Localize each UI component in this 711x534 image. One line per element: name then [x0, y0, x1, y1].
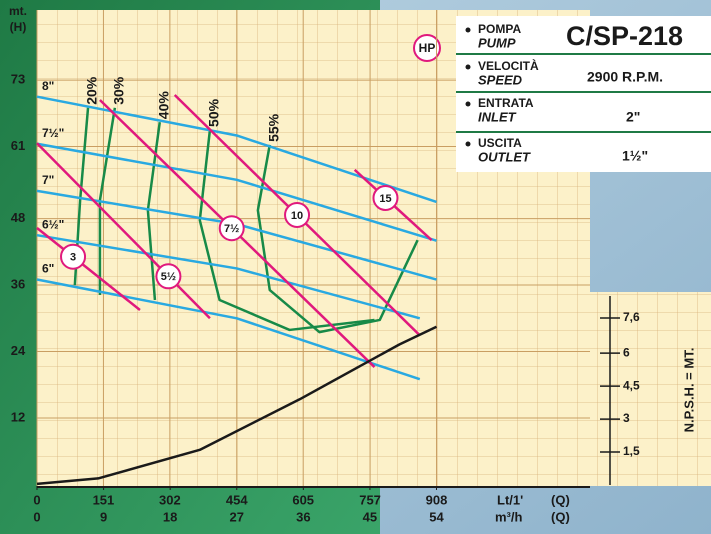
y-tick-label: 12 — [11, 409, 25, 424]
bullet — [465, 101, 471, 107]
hp-badge — [413, 34, 441, 62]
power-label: 3 — [70, 252, 76, 264]
spec-label-it: VELOCITÀ — [478, 58, 539, 73]
efficiency-label: 40% — [155, 91, 171, 120]
x2-tick-label: 18 — [163, 509, 177, 524]
x2-tick-label: 0 — [33, 509, 40, 524]
x-tick-label: 151 — [93, 492, 115, 507]
y2-tick-label: 1,5 — [623, 444, 640, 458]
curve — [36, 142, 211, 320]
diameter-label: 7" — [42, 173, 54, 187]
power-badge — [372, 184, 399, 211]
curve — [256, 144, 419, 334]
y2-tick-label: 7,6 — [623, 310, 640, 324]
y2-tick-label: 6 — [623, 345, 630, 359]
curve — [36, 227, 141, 311]
x2-tick-label: 54 — [429, 509, 444, 524]
spec-label-it: ENTRATA — [478, 96, 534, 110]
curve — [36, 142, 437, 242]
spec-box — [456, 16, 711, 172]
y-tick-label: 61 — [11, 138, 25, 153]
curve — [36, 278, 421, 381]
x2-tick-label: 45 — [363, 509, 377, 524]
y-tick-label: 36 — [11, 276, 25, 291]
y-tick-label: 48 — [11, 210, 25, 225]
efficiency-label: 55% — [265, 113, 281, 142]
y-label-unit: mt. — [9, 4, 27, 18]
spec-table: POMPA PUMP C/SP-218 VELOCITÀ SPEED 2900 … — [456, 16, 711, 172]
hp-label: HP — [419, 41, 436, 55]
power-badge — [284, 201, 311, 228]
power-label: 7½ — [224, 223, 239, 235]
x2-label: m³/h — [495, 509, 523, 524]
x2-tick-label: 36 — [296, 509, 310, 524]
diameter-label: 8" — [42, 79, 54, 93]
spec-value: 2900 R.P.M. — [587, 69, 663, 85]
diameter-label: 7½" — [42, 126, 64, 140]
power-badge — [60, 243, 87, 270]
x2-tick-label: 9 — [100, 509, 107, 524]
curve — [36, 325, 438, 486]
y-tick-label: 24 — [11, 343, 26, 358]
spec-label-en: OUTLET — [478, 149, 531, 164]
x-tick-label: 605 — [292, 492, 314, 507]
y2-tick-label: 4,5 — [623, 378, 640, 392]
bullet — [465, 141, 471, 147]
curve — [198, 129, 375, 332]
spec-label-en: SPEED — [478, 72, 523, 87]
power-badge — [218, 215, 245, 242]
y2-label: N.P.S.H. = MT. — [681, 348, 696, 433]
power-label: 10 — [291, 210, 303, 222]
x-tick-label: 0 — [33, 492, 40, 507]
spec-label-it: USCITA — [478, 136, 522, 150]
efficiency-label: 50% — [206, 98, 222, 127]
x-label: Lt/1' — [497, 492, 523, 507]
x2-label-q: (Q) — [551, 509, 570, 524]
curve — [36, 233, 421, 320]
x2-tick-label: 27 — [230, 509, 244, 524]
power-badge — [155, 263, 182, 290]
spec-label-en: PUMP — [478, 35, 516, 50]
power-label: 15 — [379, 193, 391, 205]
bullet — [465, 64, 471, 70]
spec-value: 2" — [626, 109, 640, 125]
spec-value: 1½" — [622, 148, 648, 164]
x-axis — [37, 486, 590, 488]
efficiency-label: 30% — [111, 76, 127, 105]
curve — [36, 95, 437, 204]
y2-tick-label: 3 — [623, 411, 630, 425]
spec-label-it: POMPA — [478, 22, 521, 36]
power-label: 5½ — [161, 271, 176, 283]
x-tick-label: 908 — [426, 492, 448, 507]
spec-label-en: INLET — [478, 109, 517, 124]
efficiency-label: 20% — [84, 76, 100, 105]
diameter-label: 6½" — [42, 217, 64, 231]
x-tick-label: 302 — [159, 492, 181, 507]
diameter-label: 6" — [42, 262, 54, 276]
spec-value: C/SP-218 — [566, 21, 683, 51]
bullet — [465, 27, 471, 33]
x-tick-label: 454 — [226, 492, 248, 507]
x-tick-label: 757 — [359, 492, 381, 507]
y-tick-label: 73 — [11, 72, 25, 87]
x-label-q: (Q) — [551, 492, 570, 507]
y-label: (H) — [10, 20, 27, 34]
